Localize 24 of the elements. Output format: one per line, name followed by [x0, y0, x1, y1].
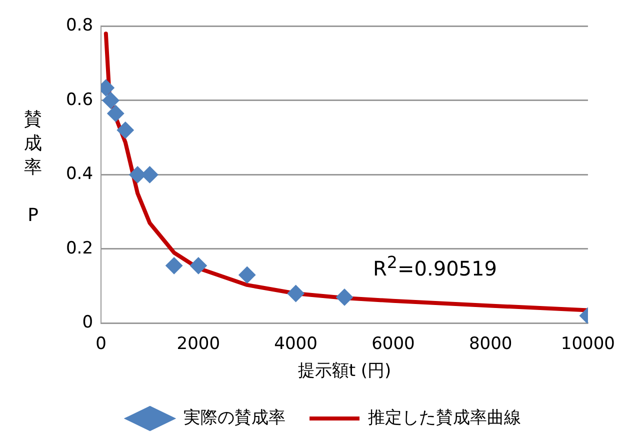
- x-tick-label: 8000: [468, 334, 512, 354]
- point: [166, 257, 183, 274]
- point: [102, 92, 120, 109]
- legend-label: 推定した賛成率曲線: [368, 408, 521, 428]
- y-tick-label: 0.2: [66, 238, 94, 258]
- point: [238, 266, 256, 284]
- x-tick-label: 4000: [274, 334, 318, 354]
- y-tick-label: 0: [82, 312, 94, 333]
- point: [107, 104, 124, 122]
- x-tick-label: 6000: [372, 334, 415, 354]
- x-axis-title: 提示額t (円): [298, 361, 392, 382]
- x-tick-label: 2000: [176, 334, 220, 354]
- x-tick-label: 0: [96, 334, 106, 354]
- point: [190, 257, 207, 274]
- x-tick-label: 10000: [560, 334, 616, 354]
- y-tick-label: 0.8: [66, 16, 94, 36]
- y-tick-label: 0.4: [66, 164, 94, 184]
- point: [116, 122, 134, 139]
- y-tick-label: 0.6: [66, 90, 94, 110]
- annotation: R$^{2}$=0.90519: [373, 253, 497, 281]
- legend-label: 実際の賛成率: [184, 408, 286, 428]
- point: [336, 288, 353, 306]
- text: 賛成率 P: [24, 109, 42, 226]
- point: [287, 285, 304, 302]
